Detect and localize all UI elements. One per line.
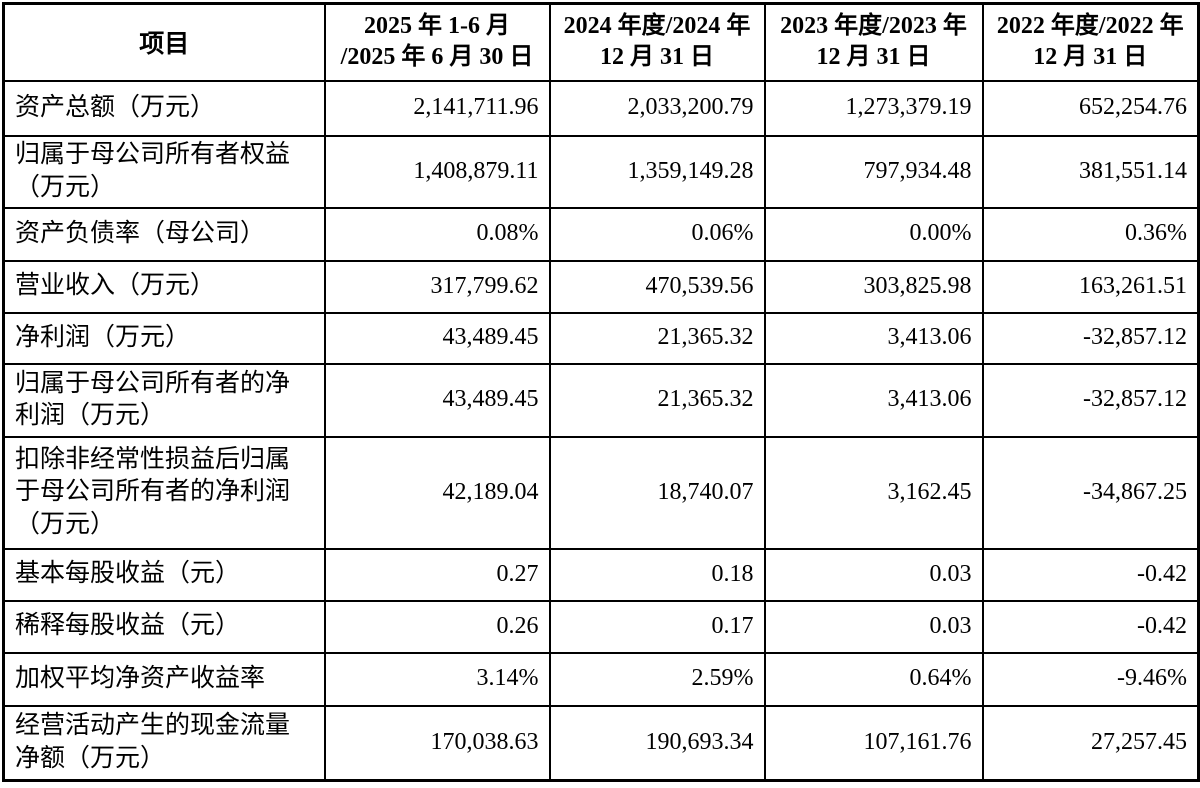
row-value: 3.14% — [323, 651, 551, 707]
row-label: 归属于母公司所有者的净利润（万元） — [2, 362, 326, 438]
table-row: 归属于母公司所有者权益（万元） 1,408,879.11 1,359,149.28 7… — [2, 134, 1200, 209]
row-value: 652,254.76 — [981, 79, 1200, 137]
row-label: 归属于母公司所有者权益（万元） — [2, 134, 326, 209]
row-value: 0.00% — [763, 206, 984, 262]
table-header: 项目 2025 年 1-6 月 /2025 年 6 月 30 日 2024 年度… — [2, 2, 1200, 82]
row-value: 0.03 — [763, 599, 984, 654]
row-value: 3,413.06 — [763, 362, 984, 438]
table-row: 营业收入（万元） 317,799.62 470,539.56 303,825.98 16… — [2, 259, 1200, 314]
column-header-2023: 2023 年度/2023 年 12 月 31 日 — [763, 2, 984, 82]
header-line-1: 2024 年度/2024 年 — [563, 13, 751, 40]
column-header-2022: 2022 年度/2022 年 12 月 31 日 — [981, 2, 1200, 82]
column-header-item: 项目 — [2, 2, 326, 82]
row-value: 163,261.51 — [981, 259, 1200, 314]
row-value: 1,408,879.11 — [323, 134, 551, 209]
row-value: 3,162.45 — [763, 435, 984, 550]
row-label: 营业收入（万元） — [2, 259, 326, 314]
row-label: 资产负债率（母公司） — [2, 206, 326, 262]
row-value: 2,033,200.79 — [548, 79, 766, 137]
row-label: 经营活动产生的现金流量净额（万元） — [2, 704, 326, 782]
row-value: -0.42 — [981, 599, 1200, 654]
row-value: 1,273,379.19 — [763, 79, 984, 137]
row-label: 稀释每股收益（元） — [2, 599, 326, 654]
table-row: 净利润（万元） 43,489.45 21,365.32 3,413.06 -32,857… — [2, 311, 1200, 365]
column-header-2024: 2024 年度/2024 年 12 月 31 日 — [548, 2, 766, 82]
row-label: 净利润（万元） — [2, 311, 326, 365]
table-row: 经营活动产生的现金流量净额（万元） 170,038.63 190,693.34 107… — [2, 704, 1200, 782]
header-line-2: /2025 年 6 月 30 日 — [340, 44, 534, 71]
row-value: 381,551.14 — [981, 134, 1200, 209]
row-value: 303,825.98 — [763, 259, 984, 314]
row-value: 0.17 — [548, 599, 766, 654]
row-value: 0.26 — [323, 599, 551, 654]
header-line-1: 2023 年度/2023 年 — [780, 13, 967, 40]
table-row: 加权平均净资产收益率 3.14% 2.59% 0.64% -9.46% — [2, 651, 1200, 707]
row-value: 0.27 — [323, 547, 551, 602]
row-value: 0.64% — [763, 651, 984, 707]
row-value: -34,867.25 — [981, 435, 1200, 550]
row-value: 2.59% — [548, 651, 766, 707]
row-value: 107,161.76 — [763, 704, 984, 782]
header-line-1: 2025 年 1-6 月 — [364, 13, 510, 40]
row-value: 0.18 — [548, 547, 766, 602]
column-header-2025: 2025 年 1-6 月 /2025 年 6 月 30 日 — [323, 2, 551, 82]
row-value: -9.46% — [981, 651, 1200, 707]
row-label: 基本每股收益（元） — [2, 547, 326, 602]
row-value: 170,038.63 — [323, 704, 551, 782]
row-label: 加权平均净资产收益率 — [2, 651, 326, 707]
row-label: 扣除非经常性损益后归属于母公司所有者的净利润（万元） — [2, 435, 326, 550]
row-value: 1,359,149.28 — [548, 134, 766, 209]
row-value: 470,539.56 — [548, 259, 766, 314]
header-row: 项目 2025 年 1-6 月 /2025 年 6 月 30 日 2024 年度… — [2, 2, 1200, 82]
row-value: 797,934.48 — [763, 134, 984, 209]
header-line-2: 12 月 31 日 — [600, 44, 714, 71]
row-value: 0.03 — [763, 547, 984, 602]
row-value: 3,413.06 — [763, 311, 984, 365]
table-row: 稀释每股收益（元） 0.26 0.17 0.03 -0.42 — [2, 599, 1200, 654]
row-value: 0.36% — [981, 206, 1200, 262]
row-value: 21,365.32 — [548, 311, 766, 365]
row-value: 0.08% — [323, 206, 551, 262]
row-value: 43,489.45 — [323, 362, 551, 438]
header-line-2: 12 月 31 日 — [816, 44, 931, 71]
row-label: 资产总额（万元） — [2, 79, 326, 137]
table-row: 基本每股收益（元） 0.27 0.18 0.03 -0.42 — [2, 547, 1200, 602]
row-value: 42,189.04 — [323, 435, 551, 550]
row-value: 2,141,711.96 — [323, 79, 551, 137]
table-row: 资产总额（万元） 2,141,711.96 2,033,200.79 1,273,37… — [2, 79, 1200, 137]
row-value: 21,365.32 — [548, 362, 766, 438]
row-value: 18,740.07 — [548, 435, 766, 550]
row-value: 43,489.45 — [323, 311, 551, 365]
table-row: 资产负债率（母公司） 0.08% 0.06% 0.00% 0.36% — [2, 206, 1200, 262]
row-value: 317,799.62 — [323, 259, 551, 314]
row-value: 0.06% — [548, 206, 766, 262]
table-row: 扣除非经常性损益后归属于母公司所有者的净利润（万元） 42,189.04 18,74… — [2, 435, 1200, 550]
table-row: 归属于母公司所有者的净利润（万元） 43,489.45 21,365.32 3,413… — [2, 362, 1200, 438]
header-line-2: 12 月 31 日 — [1033, 44, 1148, 71]
table-body: 资产总额（万元） 2,141,711.96 2,033,200.79 1,273,37… — [2, 79, 1200, 782]
header-line-1: 2022 年度/2022 年 — [996, 13, 1184, 40]
row-value: -32,857.12 — [981, 362, 1200, 438]
row-value: -0.42 — [981, 547, 1200, 602]
row-value: 190,693.34 — [548, 704, 766, 782]
row-value: 27,257.45 — [981, 704, 1200, 782]
row-value: -32,857.12 — [981, 311, 1200, 365]
